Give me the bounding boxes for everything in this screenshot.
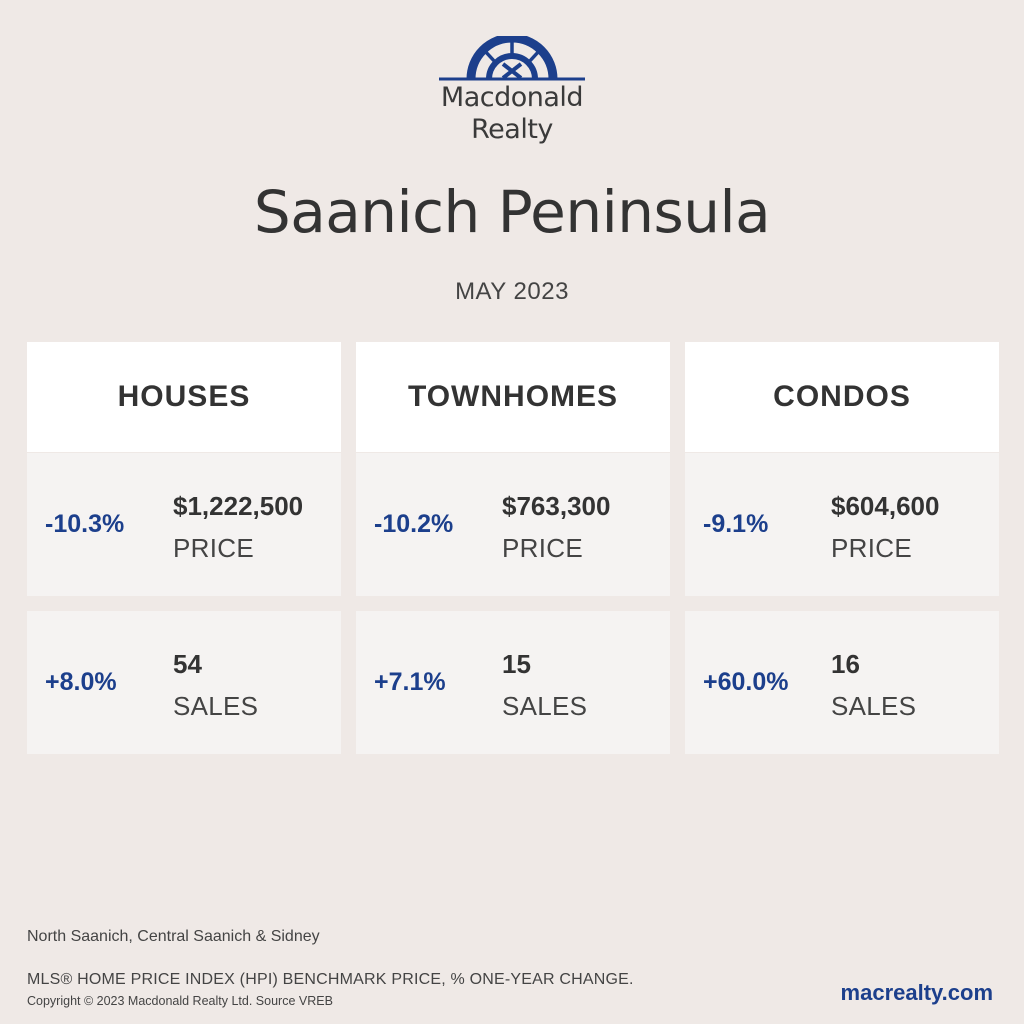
price-value: $604,600	[831, 491, 940, 521]
sales-change: +8.0%	[45, 668, 117, 696]
houses-column: HOUSES -10.3% $1,222,500 PRICE +8.0% 54 …	[27, 342, 341, 754]
sales-card: +60.0% 16 SALES	[685, 611, 999, 754]
price-card: -10.2% $763,300 PRICE	[356, 453, 670, 596]
sales-label: SALES	[831, 691, 917, 721]
sales-value: 54	[173, 649, 202, 679]
price-change: -10.3%	[45, 510, 125, 538]
sales-label: SALES	[173, 691, 259, 721]
compass-arch-logo-icon	[439, 36, 585, 81]
price-label: PRICE	[831, 533, 912, 563]
report-month: MAY 2023	[455, 278, 569, 305]
townhomes-column: TOWNHOMES -10.2% $763,300 PRICE +7.1% 15…	[356, 342, 670, 754]
price-change: -9.1%	[703, 510, 769, 538]
brand-name-line1: Macdonald	[440, 82, 584, 113]
sales-card: +7.1% 15 SALES	[356, 611, 670, 754]
sales-label: SALES	[502, 691, 588, 721]
sales-card: +8.0% 54 SALES	[27, 611, 341, 754]
price-card: -9.1% $604,600 PRICE	[685, 453, 999, 596]
brand-name-line2: Realty	[471, 114, 553, 145]
sales-change: +60.0%	[703, 668, 789, 696]
price-value: $763,300	[502, 491, 611, 521]
brand-logo: Macdonald Realty	[0, 36, 1024, 146]
page-title: Saanich Peninsula	[253, 178, 771, 246]
sales-value: 15	[502, 649, 531, 679]
sales-change: +7.1%	[374, 668, 446, 696]
condos-column: CONDOS -9.1% $604,600 PRICE +60.0% 16 SA…	[685, 342, 999, 754]
area-note: North Saanich, Central Saanich & Sidney	[27, 928, 320, 945]
index-note: MLS® HOME PRICE INDEX (HPI) BENCHMARK PR…	[27, 971, 634, 988]
copyright-note: Copyright © 2023 Macdonald Realty Ltd. S…	[27, 994, 333, 1008]
price-change: -10.2%	[374, 510, 454, 538]
price-label: PRICE	[502, 533, 583, 563]
sales-value: 16	[831, 649, 860, 679]
column-heading: TOWNHOMES	[356, 342, 670, 452]
column-heading: HOUSES	[27, 342, 341, 452]
column-heading: CONDOS	[685, 342, 999, 452]
price-card: -10.3% $1,222,500 PRICE	[27, 453, 341, 596]
website-link[interactable]: macrealty.com	[840, 980, 993, 1005]
price-value: $1,222,500	[173, 491, 304, 521]
price-label: PRICE	[173, 533, 254, 563]
